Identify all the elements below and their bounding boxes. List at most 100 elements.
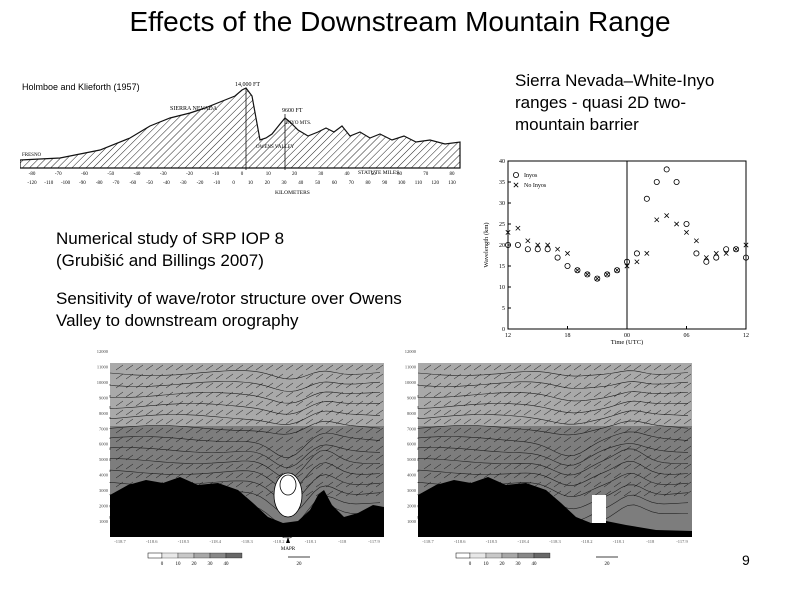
wind-vector [165,445,174,452]
reference-vector-label: 20 [605,562,611,567]
isentrope-line [109,462,381,491]
isentrope-line [417,391,689,402]
wind-vector [583,463,592,470]
lower-tick-label: -40 [163,181,170,186]
study-line-2: (Grubišić and Billings 2007) [56,251,264,270]
wind-vector [335,409,344,416]
inyos-point [554,254,561,261]
no-inyos-point-stroke [505,229,511,235]
wind-vector [623,400,632,407]
wind-vector [245,481,254,488]
wind-vector [633,418,642,425]
wind-vector [135,391,144,398]
lower-tick-label: -80 [96,181,103,186]
wind-vector [673,454,682,461]
wind-vector [463,418,472,425]
wind-vector [175,409,184,416]
wind-vector [653,490,662,497]
wind-vector [205,436,214,443]
wind-vector [165,436,174,443]
isentrope-line [417,381,689,389]
wind-vector [145,382,154,389]
wind-vector [523,445,532,452]
wind-vector [583,445,592,452]
kilometer-ticks: -120 -110 -100 -90 -80 -70 -60 -50 -40 -30 -20 -10 0… [27,181,456,186]
wind-vector [375,382,384,389]
lower-tick-label: 70 [349,181,355,186]
no-inyos-point-stroke [733,246,739,252]
wind-vector [573,418,582,425]
wind-vector [375,454,384,461]
wind-vector [225,373,234,380]
wind-vector [593,409,602,416]
wind-vector [583,454,592,461]
wind-vector [255,373,264,380]
wind-vector [673,418,682,425]
wind-vector [225,382,234,389]
lower-tick-label: 90 [382,181,388,186]
wind-vector [345,445,354,452]
wind-vector [295,409,304,416]
wind-vector [633,364,642,371]
wind-vector [195,463,204,470]
wind-vector [583,391,592,398]
upper-tick-label: -80 [29,172,36,177]
wind-vector [473,418,482,425]
no-inyos-point-stroke [594,276,600,282]
upper-tick-label: 50 [371,172,377,177]
no-inyos-point-stroke [743,242,749,248]
label-inyo-height: 9600 FT [282,108,303,114]
inyos-point [703,258,710,265]
wind-vector [115,454,124,461]
wind-vector [235,436,244,443]
wind-vector [295,391,304,398]
wind-vector [195,382,204,389]
wind-vector [453,364,462,371]
wind-vector [115,409,124,416]
wind-vector [265,382,274,389]
wind-vector [215,409,224,416]
legend-inyos-marker [513,171,520,178]
wind-vector [115,400,124,407]
wind-vector [493,472,502,479]
y-tick-label: 4000 [99,473,109,478]
wind-vector [125,364,134,371]
no-inyos-point [594,276,600,282]
wind-vector [623,382,632,389]
wind-vector [205,400,214,407]
wind-vector [623,490,632,497]
wind-vector [115,481,124,488]
wind-vector [255,427,264,434]
wind-vector [683,463,692,470]
wind-vector [573,382,582,389]
wind-vector [523,472,532,479]
wind-vector [443,463,452,470]
wind-vector [553,481,562,488]
wind-vector [433,382,442,389]
wind-vector [613,490,622,497]
topo-citation: Holmboe and Klieforth (1957) [22,82,140,92]
y-tick-label: 25 [499,222,505,228]
wind-vector [553,445,562,452]
x-tick-label: -118.6 [454,539,466,544]
no-inyos-point [693,238,699,244]
wind-vector [443,454,452,461]
wind-vector [215,382,224,389]
wind-vector [215,445,224,452]
wind-vector [543,364,552,371]
wind-vector [255,400,264,407]
wind-vector [613,445,622,452]
wind-vector [305,382,314,389]
scale-tick-label: 0 [469,562,472,567]
wind-vector [305,463,314,470]
scale-tick-label: 20 [500,562,506,567]
wind-vector [225,409,234,416]
wind-vector [583,400,592,407]
wind-vector [473,427,482,434]
wind-vector [633,472,642,479]
x-tick-label: -118.7 [114,539,126,544]
wind-vector [683,490,692,497]
no-inyos-point [634,259,640,265]
wind-vector [355,400,364,407]
lower-tick-label: -110 [44,181,53,186]
